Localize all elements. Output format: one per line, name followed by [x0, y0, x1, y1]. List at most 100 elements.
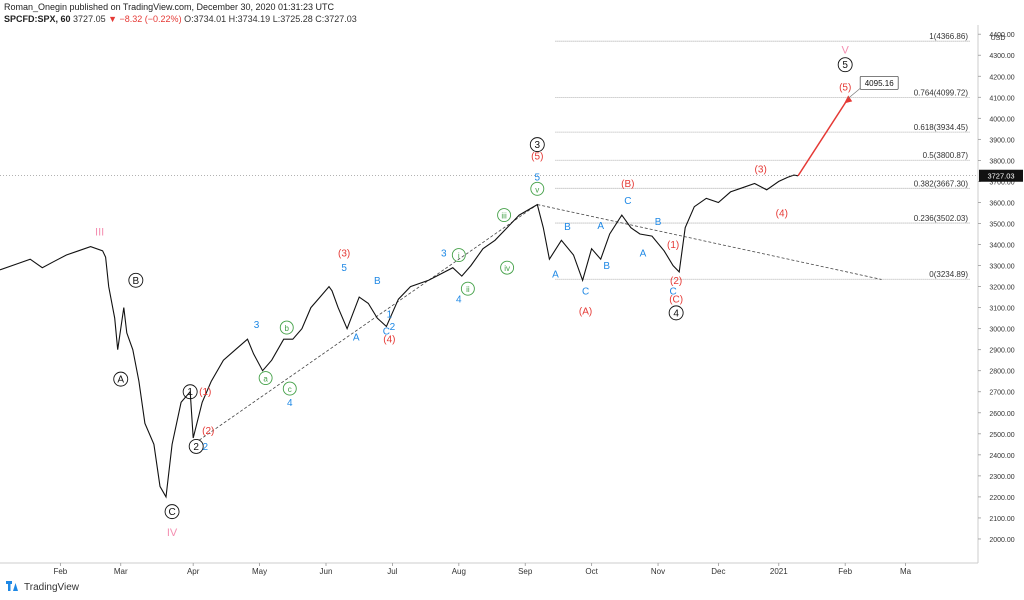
footer-brand[interactable]: TradingView [6, 581, 79, 593]
last-price-tag-label: 3727.03 [987, 172, 1014, 181]
projection-callout-box [859, 75, 899, 90]
wave-label: (1) [199, 387, 211, 398]
wave-label: B [564, 222, 571, 233]
wave-label: B [655, 217, 662, 228]
y-tick-label: 2200.00 [989, 495, 1014, 502]
wave-label: C [624, 196, 631, 207]
wave-label-circle [668, 305, 684, 321]
y-tick-label: 3300.00 [989, 264, 1014, 271]
wave-label: (2) [670, 276, 682, 287]
wave-label: (A) [579, 306, 592, 317]
wave-label: (C) [669, 295, 683, 306]
wave-label: C [168, 507, 175, 518]
wave-label: iv [504, 264, 510, 273]
y-tick-label: 2900.00 [989, 348, 1014, 355]
fib-grid: 1(4366.86) 0.764(4099.72) 0.618(3934.45) 0.… [555, 32, 970, 280]
y-tick-label: 2800.00 [989, 369, 1014, 376]
low-value: L:3725.28 [272, 14, 313, 24]
wave-label: (2) [202, 426, 214, 437]
y-tick-label: 2500.00 [989, 432, 1014, 439]
wave-label-circle [282, 381, 297, 396]
y-tick-label: 3800.00 [989, 158, 1014, 165]
wave-label-circle [497, 208, 512, 223]
wave-label: (B) [621, 179, 634, 190]
wave-label-circle [128, 272, 144, 288]
last-price: 3727.05 [73, 14, 106, 24]
wave-label: A [640, 248, 647, 259]
wave-label: 4 [287, 398, 293, 409]
wave-label-circle [182, 384, 198, 400]
y-tick-label: 4300.00 [989, 53, 1014, 60]
wave-label: A [552, 269, 559, 280]
wave-label-circle [188, 438, 204, 454]
x-tick-label: May [252, 567, 267, 576]
fib-label: 0.236(3502.03) [914, 214, 969, 223]
wave-label: 5 [341, 263, 347, 274]
wave-label-circle [530, 181, 545, 196]
wave-label: b [285, 324, 290, 333]
trend-line [198, 204, 538, 441]
x-tick-label: Dec [711, 567, 725, 576]
projection-line [797, 97, 849, 177]
wave-label-circle [258, 371, 273, 386]
wave-label: 4 [673, 308, 679, 319]
wave-label-circle [460, 281, 475, 296]
y-tick-label: 2000.00 [989, 537, 1014, 544]
y-tick-label: 2100.00 [989, 516, 1014, 523]
wave-label: 3 [535, 140, 541, 151]
price-line [0, 174, 799, 499]
y-tick-label: 4000.00 [989, 116, 1014, 123]
wave-label: (5) [839, 82, 851, 93]
wave-label-circle [164, 504, 180, 520]
wave-label: (1) [667, 240, 679, 251]
wave-label: (4) [383, 335, 395, 346]
x-tick-label: Mar [114, 567, 128, 576]
x-tick-label: Oct [585, 567, 598, 576]
symbol-line: SPCFD:SPX, 60 3727.05 ▼ −8.32 (−0.22%) O… [4, 14, 357, 24]
wave-label-circle [451, 248, 466, 262]
wave-label: i [458, 252, 460, 261]
y-tick-label: 3600.00 [989, 200, 1014, 207]
y-tick-label: 3400.00 [989, 243, 1014, 250]
wave-label: 1 [387, 309, 393, 320]
x-tick-label: Jul [387, 567, 397, 576]
wave-label: ii [466, 285, 470, 294]
wave-label: C [383, 326, 390, 337]
x-tick-label: Feb [53, 567, 67, 576]
wave-label: C [582, 286, 589, 297]
wave-label: A [353, 333, 360, 344]
wave-label: C [670, 286, 677, 297]
fib-label: 1(4366.86) [929, 32, 968, 41]
wave-label: iii [501, 212, 507, 221]
currency-label: USD [991, 35, 1006, 42]
wave-label: A [117, 375, 124, 386]
projection-callout-line [847, 88, 861, 99]
wave-label: B [132, 276, 139, 287]
fib-label: 0.5(3800.87) [923, 151, 969, 160]
projection-label: 4095.16 [865, 79, 894, 88]
wave-label: 3 [441, 248, 447, 259]
y-tick-label: 2700.00 [989, 390, 1014, 397]
x-tick-label: Sep [518, 567, 533, 576]
wave-label: A [597, 221, 604, 232]
wave-label: v [535, 185, 539, 194]
wave-label: 5 [535, 173, 541, 184]
y-tick-label: 3100.00 [989, 306, 1014, 313]
projection: 4095.16 [797, 75, 899, 177]
wave-label: 2 [193, 442, 199, 453]
y-tick-label: 4100.00 [989, 95, 1014, 102]
fib-label: 0.382(3667.30) [914, 179, 969, 188]
y-tick-label: 3200.00 [989, 285, 1014, 292]
x-tick-label: 2021 [770, 567, 788, 576]
change: ▼ −8.32 (−0.22%) [108, 14, 182, 24]
x-tick-label: Nov [651, 567, 665, 576]
fib-label: 0.764(4099.72) [914, 88, 969, 97]
publish-line: Roman_Onegin published on TradingView.co… [4, 2, 335, 12]
fib-label: 0.618(3934.45) [914, 123, 969, 132]
x-tick-label: Apr [187, 567, 200, 576]
y-tick-label: 2300.00 [989, 474, 1014, 481]
wave-label: III [95, 226, 104, 238]
wave-label: c [288, 385, 292, 394]
